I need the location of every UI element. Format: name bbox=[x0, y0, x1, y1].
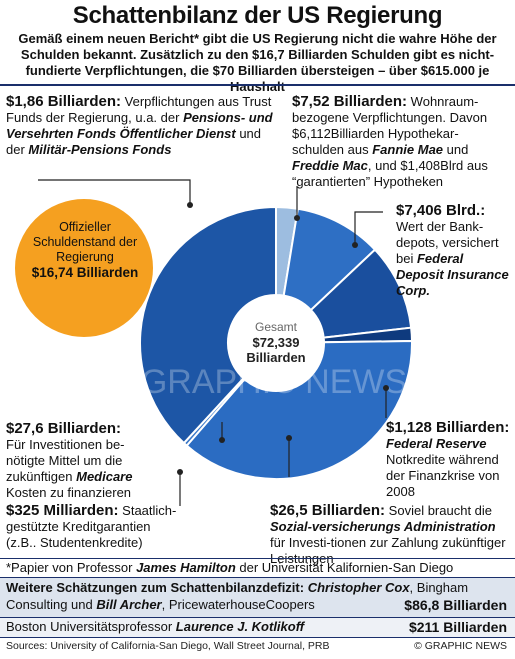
footnote-text: *Papier von Professor bbox=[6, 560, 137, 575]
callout-medicare: $27,6 Billiarden: Für Investitionen be-nö… bbox=[6, 421, 156, 501]
leader-dot-social bbox=[286, 435, 292, 441]
callout-trust-funds: $1,86 Billiarden: Verpflichtungen aus Tr… bbox=[6, 94, 276, 158]
callout-text: Staatlich-gestützte Kreditgarantien (z.B… bbox=[6, 503, 177, 550]
footnote: *Papier von Professor James Hamilton der… bbox=[6, 560, 453, 576]
callout-text: Wert der Bank-depots, versichert bei bbox=[396, 219, 499, 266]
callout-bold: Medicare bbox=[76, 469, 133, 484]
callout-text: und bbox=[443, 142, 469, 157]
center-label: Gesamt bbox=[255, 320, 298, 334]
footnote-name: James Hamilton bbox=[136, 560, 236, 575]
callout-text: Wohnraum-bezogene Verpflichtungen. Davon… bbox=[292, 94, 488, 157]
estimate-text: , PricewaterhouseCoopers bbox=[161, 597, 315, 612]
callout-federal-reserve: $1,128 Billiarden: Federal Reserve Notkre… bbox=[386, 420, 512, 500]
leader-dot-credit bbox=[177, 469, 183, 475]
header-divider bbox=[0, 84, 515, 86]
estimate-boston-box bbox=[0, 617, 515, 637]
footnote-text: der Universität Kalifornien-San Diego bbox=[235, 560, 454, 575]
callout-amount: $1,128 Billiarden: bbox=[386, 419, 510, 436]
leader-dot-fdic bbox=[352, 242, 358, 248]
estimates-box bbox=[0, 577, 515, 617]
official-line3: Regierung bbox=[56, 250, 114, 264]
donut-hole bbox=[228, 295, 324, 391]
leader-trust bbox=[38, 179, 191, 205]
estimate-text: Boston Universitätsprofessor bbox=[6, 619, 176, 634]
callout-credit-guarantees: $325 Milliarden: Staatlich-gestützte Kre… bbox=[6, 503, 178, 551]
estimate-text: , Bingham bbox=[409, 580, 469, 595]
callout-amount: $7,406 Blrd.: bbox=[396, 202, 486, 219]
watermark-text: GRAPHIC NEWS bbox=[141, 363, 407, 401]
official-debt-circle bbox=[13, 197, 155, 339]
estimate-name: Christopher Cox bbox=[307, 580, 410, 595]
callout-amount: $27,6 Billiarden: bbox=[6, 420, 122, 437]
callout-bold: Federal Reserve bbox=[386, 436, 487, 451]
sources: Sources: University of California-San Di… bbox=[6, 640, 330, 652]
callout-bold: Pensions- und Versehrten Fonds Öffentlic… bbox=[6, 110, 273, 141]
divider bbox=[0, 577, 515, 578]
estimate-name: Laurence J. Kotlikoff bbox=[175, 619, 305, 634]
callout-text: Soviel braucht die bbox=[385, 503, 493, 518]
estimate-name: Bill Archer bbox=[96, 597, 162, 612]
official-amount: $16,74 Billiarden bbox=[31, 265, 139, 280]
callout-text: und der bbox=[6, 126, 262, 157]
callout-bold: Freddie Mac bbox=[292, 158, 368, 173]
callout-fdic: $7,406 Blrd.: Wert der Bank-depots, versi… bbox=[396, 203, 512, 299]
callout-bold: Militär-Pensions Fonds bbox=[28, 142, 172, 157]
callout-text: Notkredite während der Finanzkrise von 2… bbox=[386, 452, 500, 499]
callout-text: Verpflichtungen aus Trust Funds der Regi… bbox=[6, 94, 272, 125]
estimate-amount-cox: $86,8 Billiarden bbox=[404, 597, 507, 613]
leader-dot-trust bbox=[187, 202, 193, 208]
official-line2: Schuldenstand der bbox=[32, 235, 138, 249]
callout-text: , und $1,408Blrd aus “garantierten” Hypo… bbox=[292, 158, 488, 189]
divider bbox=[0, 617, 515, 618]
estimate-cox: Weitere Schätzungen zum Schattenbilanzde… bbox=[6, 579, 468, 613]
callout-text: Für Investitionen be-nötigte Mittel um d… bbox=[6, 437, 125, 484]
callout-text: Kosten zu finanzieren bbox=[6, 485, 132, 500]
official-debt-label: Offizieller Schuldenstand der Regierung … bbox=[24, 220, 146, 280]
copyright: © GRAPHIC NEWS bbox=[414, 640, 507, 652]
callout-bold: Fannie Mae bbox=[372, 142, 444, 157]
page-subtitle: Gemäß einem neuen Bericht* gibt die US R… bbox=[18, 31, 497, 94]
callout-housing: $7,52 Billiarden: Wohnraum-bezogene Verp… bbox=[292, 94, 510, 190]
divider bbox=[0, 637, 515, 638]
callout-bold: Federal Deposit Insurance Corp. bbox=[396, 251, 509, 298]
callout-amount: $26,5 Billiarden: bbox=[270, 502, 386, 519]
donut-chart: GRAPHIC NEWS Gesamt $72,339 Billiarden bbox=[13, 179, 413, 506]
callout-amount: $1,86 Billiarden: bbox=[6, 93, 122, 110]
estimate-text: Consulting und bbox=[6, 597, 97, 612]
official-line1: Offizieller bbox=[59, 220, 111, 234]
leader-dot-medicare bbox=[219, 437, 225, 443]
center-unit: Billiarden bbox=[246, 350, 305, 365]
leader-fdic bbox=[354, 211, 383, 245]
callout-social-security: $26,5 Billiarden: Soviel braucht die Soz… bbox=[270, 503, 512, 567]
divider bbox=[0, 558, 515, 559]
callout-amount: $325 Milliarden: bbox=[6, 502, 119, 519]
leader-dot-housing bbox=[294, 215, 300, 221]
leader-dot-fed bbox=[383, 385, 389, 391]
page-title: Schattenbilanz der US Regierung bbox=[72, 2, 443, 29]
callout-bold: Sozial-versicherungs Administration bbox=[270, 519, 496, 534]
center-value: $72,339 bbox=[253, 335, 300, 350]
estimates-heading: Weitere Schätzungen zum Schattenbilanzde… bbox=[6, 580, 305, 595]
estimate-boston: Boston Universitätsprofessor Laurence J.… bbox=[6, 618, 304, 635]
callout-amount: $7,52 Billiarden: bbox=[292, 93, 408, 110]
estimate-amount-boston: $211 Billiarden bbox=[408, 619, 507, 635]
